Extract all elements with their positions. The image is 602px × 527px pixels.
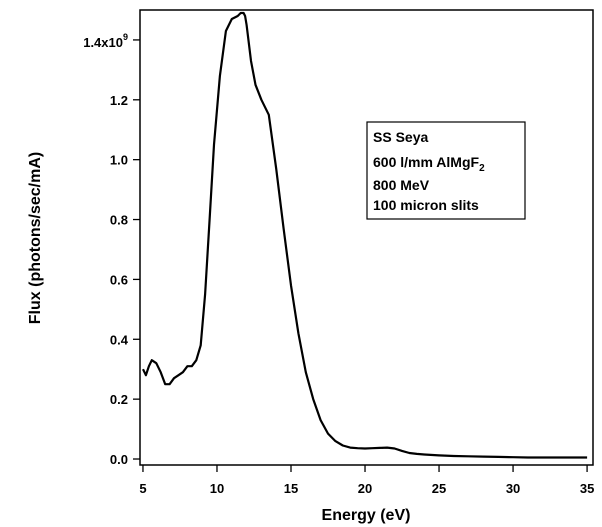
y-tick-label: 0.4: [110, 332, 129, 347]
legend-line-2: 600 l/mm AlMgF2: [373, 154, 485, 174]
x-tick-label: 15: [284, 481, 298, 496]
y-tick-label: 1.2: [110, 93, 128, 108]
x-axis-title: Energy (eV): [322, 507, 411, 524]
x-tick-label: 5: [139, 481, 146, 496]
series-line: [142, 11, 588, 459]
x-tick-label: 35: [580, 481, 594, 496]
legend-line-3: 800 MeV: [373, 177, 430, 193]
x-axis: 5 10 15 20 25 30 35: [139, 465, 594, 496]
y-tick-label: 0.8: [110, 213, 128, 228]
legend-frame: [366, 121, 526, 220]
legend-box: SS Seya 600 l/mm AlMgF2 800 MeV 100 micr…: [366, 121, 526, 220]
legend-line-4: 100 micron slits: [373, 197, 479, 213]
y-top-tick-mantissa: 1.4x10: [83, 35, 123, 50]
plot-frame: [139, 9, 594, 466]
y-top-tick-label: 1.4x109: [83, 32, 128, 50]
y-tick-label: 1.0: [110, 153, 128, 168]
y-tick-label: 0.2: [110, 392, 128, 407]
y-tick-label: 0.0: [110, 452, 128, 467]
y-axis-title: Flux (photons/sec/mA): [27, 152, 44, 324]
y-top-tick-exponent: 9: [123, 32, 128, 42]
legend-line-2-subscript: 2: [479, 163, 485, 174]
legend-line-1: SS Seya: [373, 129, 428, 145]
x-tick-label: 20: [358, 481, 372, 496]
y-tick-label: 0.6: [110, 272, 128, 287]
x-tick-label: 30: [506, 481, 520, 496]
y-axis: 0.0 0.2 0.4 0.6 0.8 1.0 1.2: [110, 39, 140, 467]
x-tick-label: 10: [210, 481, 224, 496]
x-tick-label: 25: [432, 481, 446, 496]
